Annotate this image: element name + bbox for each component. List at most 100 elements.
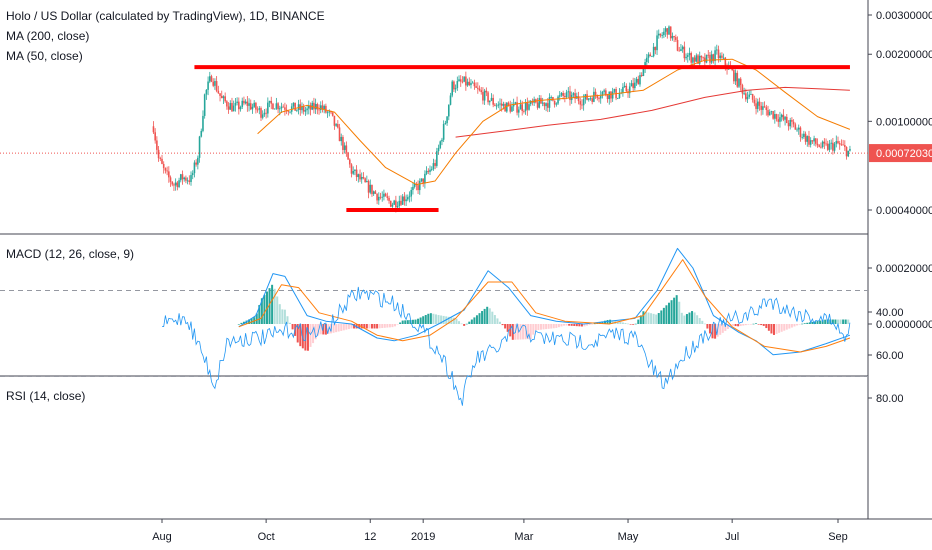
candle [715,49,718,51]
candle [649,54,652,57]
candle [400,200,402,205]
macd-histogram-bar [488,308,491,324]
macd-histogram-bar [509,324,512,337]
candle [666,28,669,35]
macd-histogram-bar [447,316,450,324]
candle [256,109,259,111]
macd-histogram-bar [442,315,445,324]
candle [524,102,527,112]
macd-histogram-bar [432,313,435,324]
macd-histogram-bar [593,323,596,325]
candle [692,57,694,63]
candle [710,54,713,63]
candle [517,109,520,113]
candle [342,136,344,150]
macd-histogram-bar [299,324,302,347]
price-legend: Holo / US Dollar (calculated by TradingV… [6,6,325,66]
candle [325,105,327,113]
macd-histogram-bar [411,319,414,324]
candle [811,140,814,142]
candle [429,169,431,172]
candle [794,124,797,130]
macd-histogram-bar [839,319,842,324]
macd-histogram-bar [762,324,765,326]
candle [702,57,704,59]
candle [553,100,556,105]
macd-histogram-bar [363,324,366,329]
candle [214,81,216,86]
candle [241,100,244,107]
candle [156,140,158,150]
candle [785,116,788,124]
candle [487,92,489,103]
macd-histogram-bar [493,315,496,324]
candle [826,143,829,150]
macd-histogram-bar [427,313,430,324]
macd-histogram-bar [365,324,368,329]
candle [162,163,165,169]
candle [755,103,757,109]
macd-histogram-bar [575,324,578,327]
macd-histogram-bar [475,315,478,324]
candle [319,105,322,111]
candle [432,163,435,170]
candle [401,196,404,205]
candle [673,36,675,38]
candle [200,130,203,137]
macd-histogram-bar [634,323,637,325]
candle [762,106,764,110]
rsi-tick-label: 60.00 [876,350,904,362]
candle [804,133,807,142]
macd-histogram-bar [796,324,799,326]
macd-histogram-bar [396,324,399,325]
candle [697,55,699,64]
candle [558,95,561,97]
macd-histogram-bar [550,324,553,329]
macd-histogram-bar [455,318,458,324]
candle [700,55,703,58]
macd-histogram-bar [463,324,466,326]
candle [248,103,250,106]
candle [792,121,795,125]
candle [280,106,283,109]
candle [381,196,384,198]
macd-histogram-bar [276,296,279,324]
candle [345,145,348,153]
candle [738,78,740,87]
macd-histogram-bar [368,324,371,329]
candle [797,127,800,130]
candle [521,104,523,112]
macd-histogram-bar [237,324,240,325]
candle [632,83,634,89]
candle [808,136,810,145]
candle [238,101,240,110]
candle [765,107,768,111]
macd-histogram-bar [665,305,668,324]
macd-histogram-bar [388,324,391,328]
macd-histogram-bar [335,324,338,333]
candle [451,81,454,96]
candle [207,81,209,90]
candle [272,103,274,110]
candle [842,144,844,146]
macd-histogram-bar [788,324,791,329]
rsi-tick-label: 80.00 [876,393,904,405]
candle [758,101,761,106]
macd-histogram-bar [706,324,709,329]
macd-histogram-bar [271,284,274,324]
macd-tick-label: 0.00020000 [876,263,932,275]
macd-histogram-bar [632,324,635,325]
candle [282,106,285,108]
macd-histogram-bar [545,324,548,330]
macd-histogram-bar [378,324,381,329]
candle [555,103,558,105]
candle [707,54,710,56]
candle [168,171,170,178]
macd-histogram-bar [675,295,678,324]
candle [198,136,201,158]
macd-histogram-bar [470,319,473,324]
candle [437,147,440,152]
macd-histogram-bar [358,324,361,329]
candle [698,55,701,64]
